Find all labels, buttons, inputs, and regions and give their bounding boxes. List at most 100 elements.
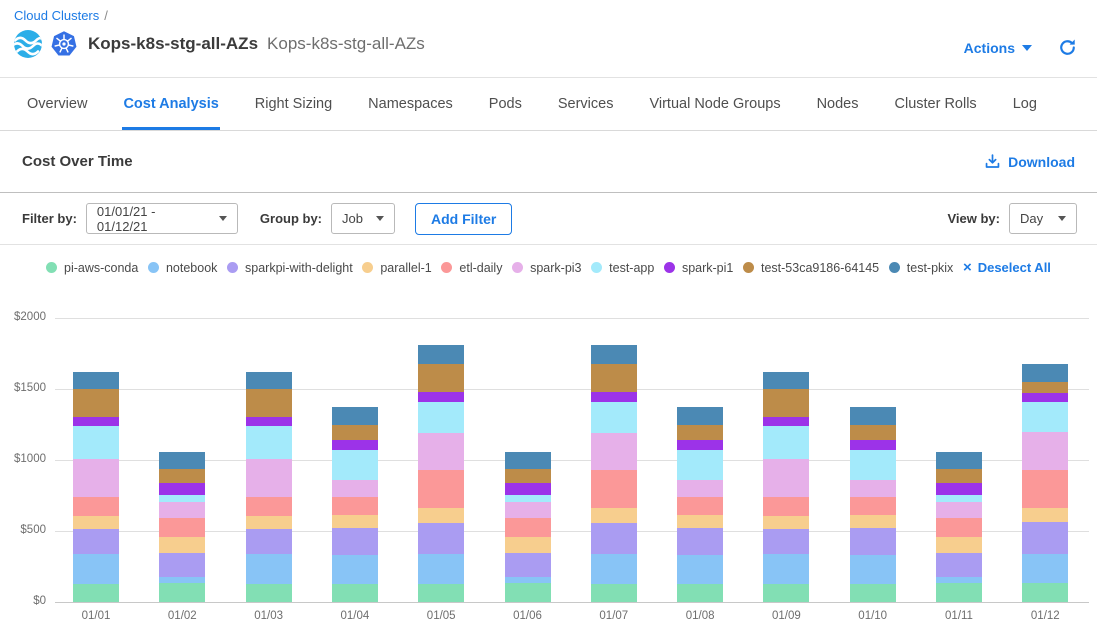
bar-01/02[interactable] xyxy=(159,452,205,602)
bar-segment-test-pkix[interactable] xyxy=(763,372,809,389)
bar-segment-spark-pi3[interactable] xyxy=(246,459,292,497)
bar-segment-test-53ca9186-64145[interactable] xyxy=(677,425,723,440)
breadcrumb-link-cloud-clusters[interactable]: Cloud Clusters xyxy=(14,8,99,23)
bar-segment-test-app[interactable] xyxy=(246,426,292,459)
bar-segment-spark-pi3[interactable] xyxy=(591,433,637,470)
bar-01/12[interactable] xyxy=(1022,364,1068,602)
tab-pods[interactable]: Pods xyxy=(488,78,523,130)
bar-segment-spark-pi1[interactable] xyxy=(591,392,637,402)
tab-services[interactable]: Services xyxy=(557,78,615,130)
bar-segment-etl-daily[interactable] xyxy=(936,518,982,537)
bar-segment-pi-aws-conda[interactable] xyxy=(332,584,378,602)
bar-segment-etl-daily[interactable] xyxy=(246,497,292,515)
bar-segment-spark-pi3[interactable] xyxy=(332,480,378,497)
bar-segment-etl-daily[interactable] xyxy=(73,497,119,515)
bar-segment-test-53ca9186-64145[interactable] xyxy=(1022,382,1068,393)
bar-segment-test-53ca9186-64145[interactable] xyxy=(332,425,378,440)
bar-segment-notebook[interactable] xyxy=(246,554,292,584)
bar-segment-parallel-1[interactable] xyxy=(763,516,809,529)
bar-segment-notebook[interactable] xyxy=(763,554,809,584)
tab-virtual-node-groups[interactable]: Virtual Node Groups xyxy=(648,78,781,130)
bar-segment-spark-pi3[interactable] xyxy=(1022,432,1068,470)
deselect-all-button[interactable]: ×Deselect All xyxy=(963,260,1051,275)
tab-right-sizing[interactable]: Right Sizing xyxy=(254,78,333,130)
bar-segment-etl-daily[interactable] xyxy=(677,497,723,515)
bar-segment-etl-daily[interactable] xyxy=(159,518,205,537)
group-by-select[interactable]: Job xyxy=(331,203,395,234)
bar-01/03[interactable] xyxy=(246,372,292,602)
bar-01/08[interactable] xyxy=(677,407,723,602)
bar-segment-etl-daily[interactable] xyxy=(763,497,809,515)
tab-namespaces[interactable]: Namespaces xyxy=(367,78,454,130)
bar-01/01[interactable] xyxy=(73,372,119,602)
bar-segment-spark-pi3[interactable] xyxy=(159,502,205,518)
bar-segment-spark-pi1[interactable] xyxy=(677,440,723,450)
bar-segment-test-53ca9186-64145[interactable] xyxy=(505,469,551,483)
tab-cluster-rolls[interactable]: Cluster Rolls xyxy=(894,78,978,130)
bar-segment-test-pkix[interactable] xyxy=(159,452,205,469)
bar-segment-spark-pi3[interactable] xyxy=(418,433,464,470)
bar-segment-pi-aws-conda[interactable] xyxy=(1022,583,1068,602)
bar-segment-spark-pi1[interactable] xyxy=(418,392,464,402)
bar-segment-spark-pi1[interactable] xyxy=(936,483,982,495)
bar-segment-sparkpi-with-delight[interactable] xyxy=(73,529,119,554)
bar-segment-sparkpi-with-delight[interactable] xyxy=(505,553,551,577)
actions-dropdown-button[interactable]: Actions xyxy=(964,40,1032,56)
bar-segment-sparkpi-with-delight[interactable] xyxy=(763,529,809,554)
bar-segment-spark-pi1[interactable] xyxy=(850,440,896,450)
bar-segment-notebook[interactable] xyxy=(1022,554,1068,583)
bar-segment-notebook[interactable] xyxy=(73,554,119,584)
bar-segment-test-app[interactable] xyxy=(1022,402,1068,432)
bar-segment-sparkpi-with-delight[interactable] xyxy=(850,528,896,555)
legend-item-test-app[interactable]: test-app xyxy=(591,261,654,275)
legend-item-pi-aws-conda[interactable]: pi-aws-conda xyxy=(46,261,138,275)
bar-segment-pi-aws-conda[interactable] xyxy=(677,584,723,602)
bar-segment-sparkpi-with-delight[interactable] xyxy=(677,528,723,555)
bar-segment-spark-pi3[interactable] xyxy=(677,480,723,497)
refresh-icon[interactable] xyxy=(1058,38,1077,57)
download-button[interactable]: Download xyxy=(984,153,1075,170)
bar-segment-test-53ca9186-64145[interactable] xyxy=(850,425,896,440)
bar-segment-sparkpi-with-delight[interactable] xyxy=(332,528,378,555)
bar-segment-notebook[interactable] xyxy=(677,555,723,584)
tab-log[interactable]: Log xyxy=(1012,78,1038,130)
bar-segment-spark-pi1[interactable] xyxy=(332,440,378,450)
legend-item-test-53ca9186-64145[interactable]: test-53ca9186-64145 xyxy=(743,261,879,275)
bar-segment-test-pkix[interactable] xyxy=(73,372,119,389)
bar-segment-etl-daily[interactable] xyxy=(1022,470,1068,508)
bar-segment-test-pkix[interactable] xyxy=(850,407,896,425)
bar-segment-test-app[interactable] xyxy=(936,495,982,502)
bar-segment-pi-aws-conda[interactable] xyxy=(505,583,551,602)
bar-segment-parallel-1[interactable] xyxy=(73,516,119,529)
bar-segment-parallel-1[interactable] xyxy=(591,508,637,523)
bar-segment-etl-daily[interactable] xyxy=(591,470,637,509)
legend-item-sparkpi-with-delight[interactable]: sparkpi-with-delight xyxy=(227,261,353,275)
bar-segment-sparkpi-with-delight[interactable] xyxy=(1022,522,1068,555)
bar-segment-parallel-1[interactable] xyxy=(246,516,292,529)
bar-segment-notebook[interactable] xyxy=(850,555,896,584)
bar-segment-parallel-1[interactable] xyxy=(936,537,982,553)
legend-item-spark-pi1[interactable]: spark-pi1 xyxy=(664,261,733,275)
bar-segment-parallel-1[interactable] xyxy=(505,537,551,553)
bar-segment-parallel-1[interactable] xyxy=(332,515,378,528)
bar-segment-test-app[interactable] xyxy=(505,495,551,502)
add-filter-button[interactable]: Add Filter xyxy=(415,203,512,235)
bar-segment-notebook[interactable] xyxy=(418,554,464,584)
bar-segment-spark-pi1[interactable] xyxy=(73,417,119,426)
bar-segment-spark-pi3[interactable] xyxy=(505,502,551,518)
bar-segment-spark-pi1[interactable] xyxy=(505,483,551,495)
bar-segment-sparkpi-with-delight[interactable] xyxy=(936,553,982,577)
bar-01/11[interactable] xyxy=(936,452,982,602)
view-by-select[interactable]: Day xyxy=(1009,203,1077,234)
bar-segment-parallel-1[interactable] xyxy=(677,515,723,528)
bar-segment-etl-daily[interactable] xyxy=(418,470,464,509)
bar-segment-test-app[interactable] xyxy=(677,450,723,480)
bar-segment-parallel-1[interactable] xyxy=(850,515,896,528)
bar-segment-test-53ca9186-64145[interactable] xyxy=(763,389,809,417)
legend-item-etl-daily[interactable]: etl-daily xyxy=(441,261,502,275)
bar-segment-test-app[interactable] xyxy=(591,402,637,433)
bar-segment-pi-aws-conda[interactable] xyxy=(936,583,982,602)
bar-segment-test-app[interactable] xyxy=(159,495,205,502)
bar-01/09[interactable] xyxy=(763,372,809,602)
bar-segment-notebook[interactable] xyxy=(591,554,637,584)
